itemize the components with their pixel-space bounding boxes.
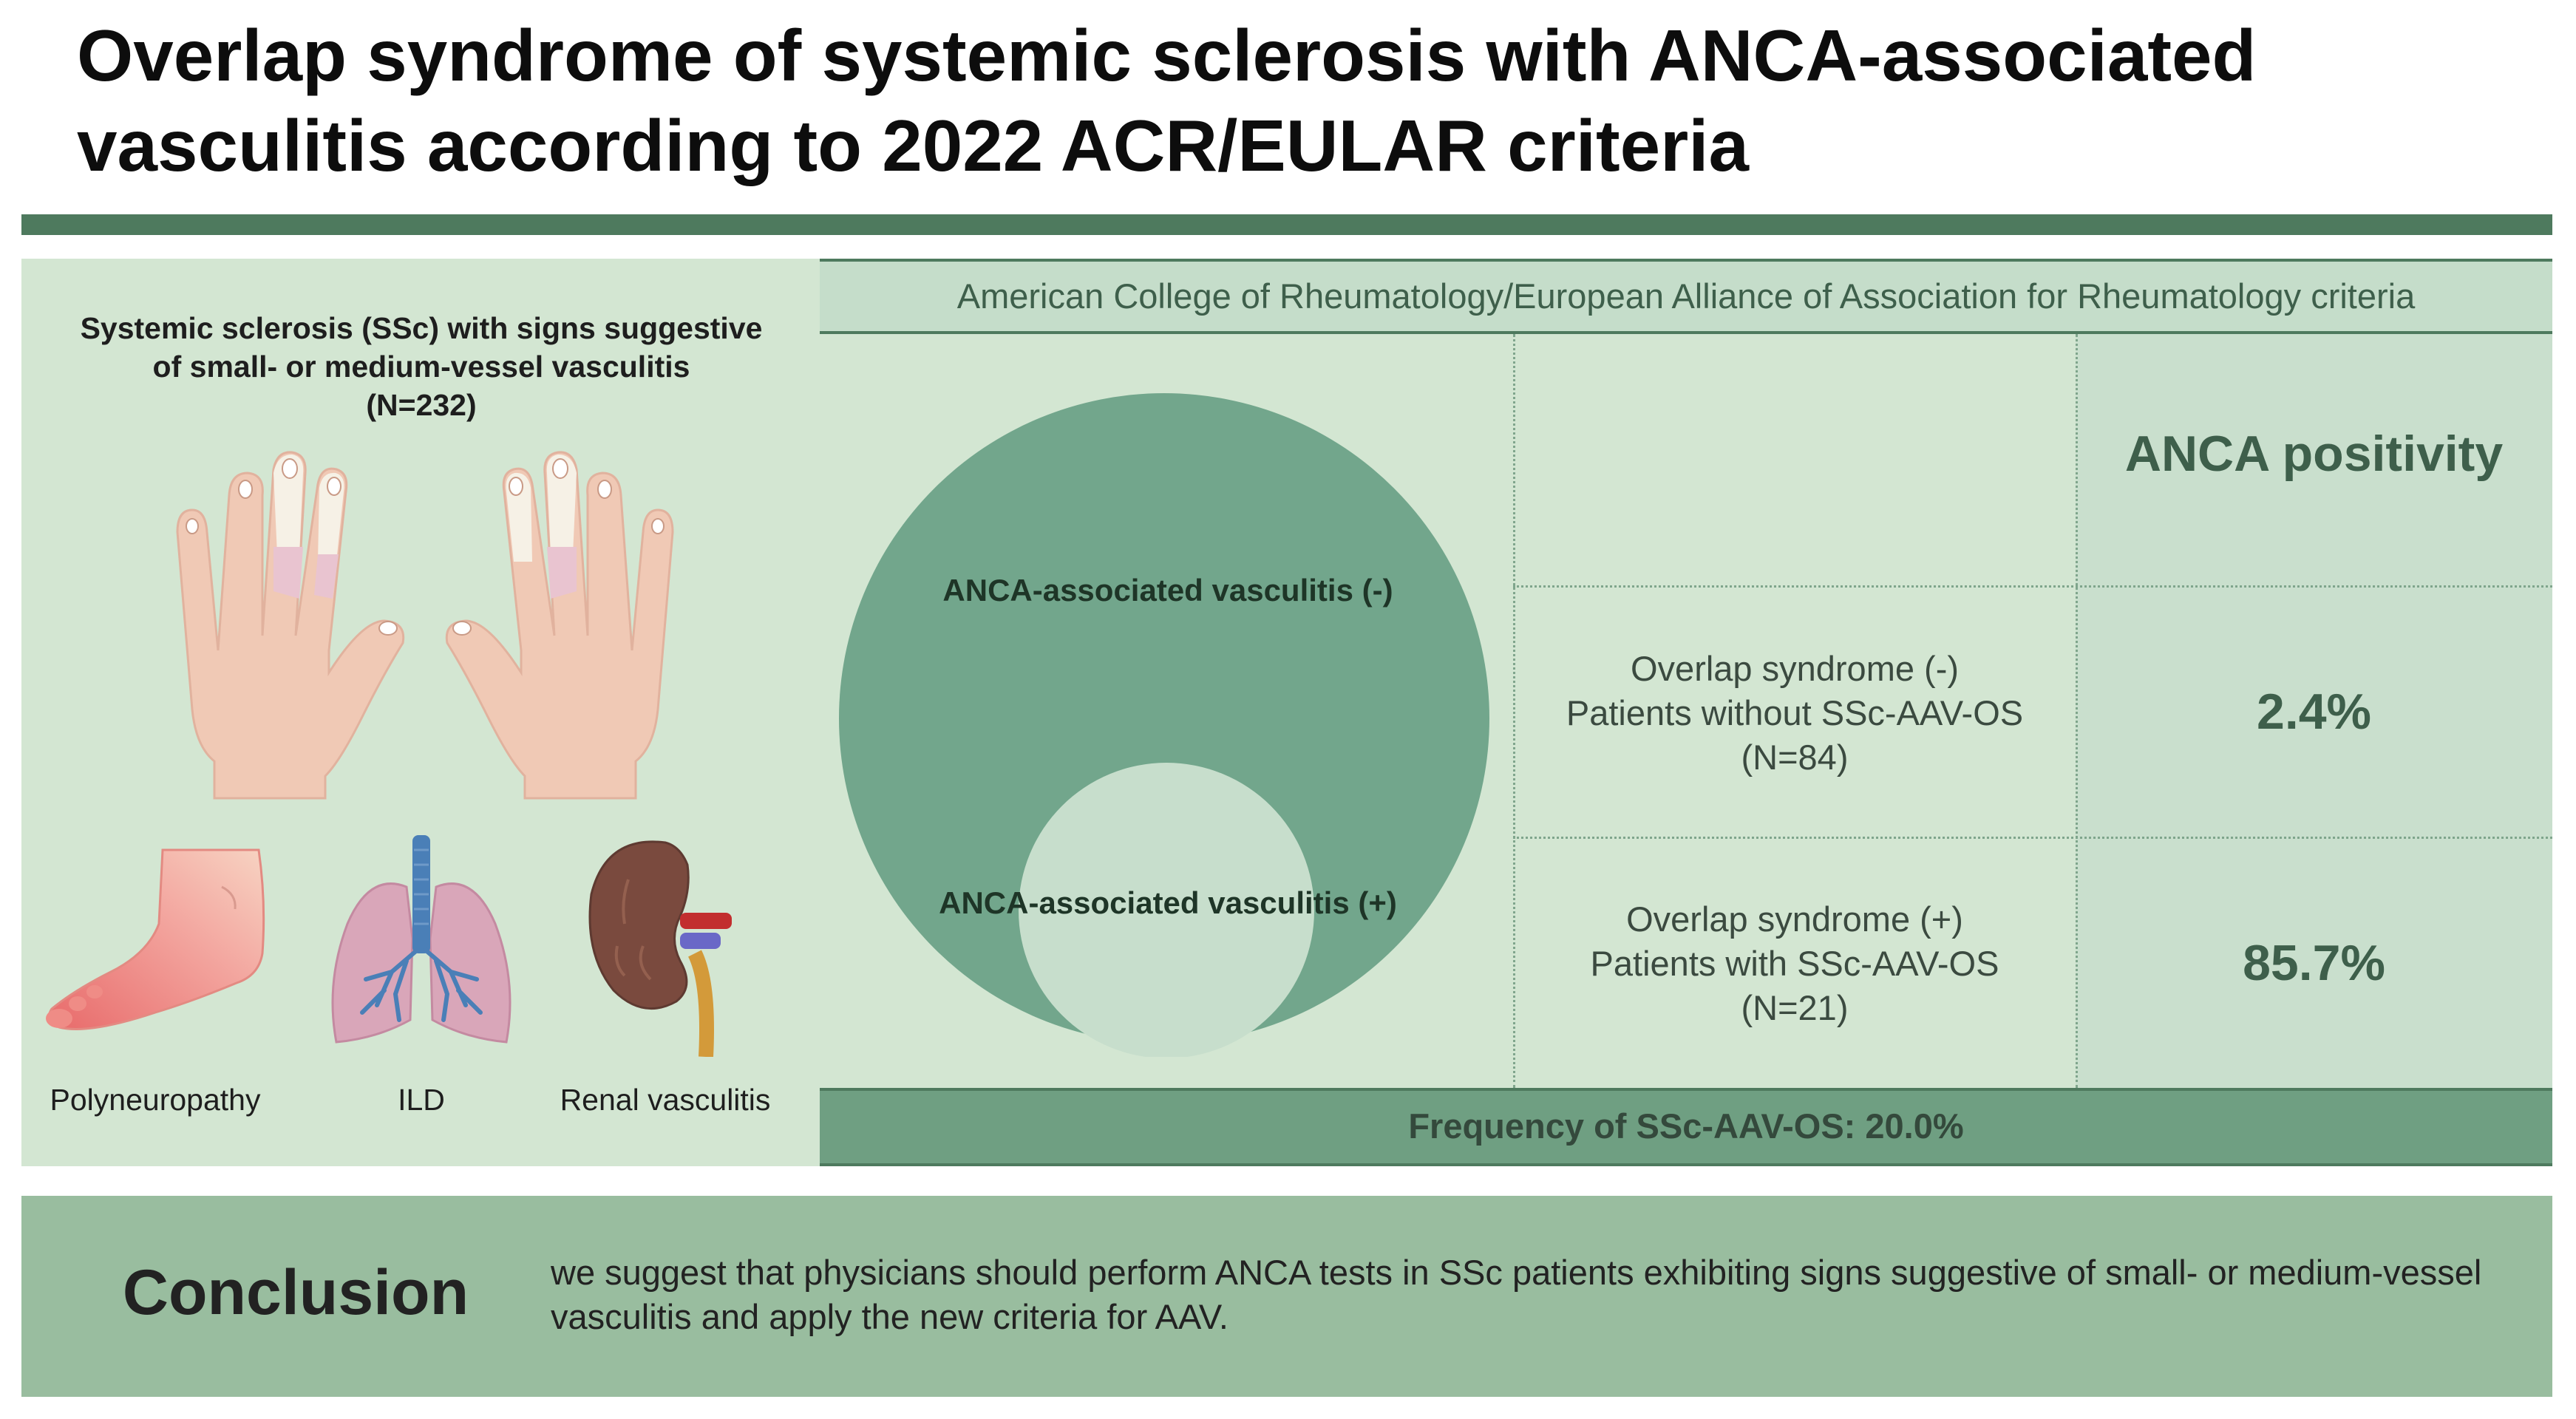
frequency-bar: Frequency of SSc-AAV-OS: 20.0% [820,1088,2552,1166]
grid-divider-horizontal-1 [1513,585,2552,588]
title-divider [21,214,2552,235]
anca-positivity-header: ANCA positivity [2124,426,2504,482]
hand-right-icon [445,451,674,800]
grid-divider-vertical-1 [1513,334,1515,1088]
cohort-heading-line1: Systemic sclerosis (SSc) with signs sugg… [80,311,763,345]
conclusion-box [21,1196,2552,1397]
os-positive-line1: Overlap syndrome (+) [1626,899,1963,939]
inner-circle-anca-positive [1019,763,1314,1057]
cohort-heading: Systemic sclerosis (SSc) with signs sugg… [52,309,791,424]
venn-diagram [839,393,1489,1057]
os-negative-line1: Overlap syndrome (-) [1631,649,1959,688]
organ-label-renal: Renal vasculitis [560,1083,771,1117]
organ-label-ild: ILD [398,1083,445,1117]
left-panel [21,259,820,1166]
foot-icon [46,848,265,1030]
os-positive-line3: (N=21) [1741,988,1849,1027]
anca-column [2076,334,2552,1088]
anca-pct-os-negative: 2.4% [2257,684,2371,740]
hand-left-icon [176,451,405,800]
lungs-icon [331,835,512,1044]
anca-pct-os-positive: 85.7% [2243,935,2385,991]
page-title: Overlap syndrome of systemic sclerosis w… [77,15,2257,186]
os-negative-line3: (N=84) [1741,738,1849,777]
kidney-icon [588,840,732,1057]
inner-circle-label: ANCA-associated vasculitis (+) [939,885,1397,920]
conclusion-title: Conclusion [122,1257,469,1328]
grid-divider-horizontal-2 [1513,837,2552,839]
grid-divider-vertical-2 [2076,334,2078,1088]
cohort-heading-line2: of small- or medium-vessel vasculitis [152,350,690,384]
outer-circle-anca-negative [839,393,1489,1044]
organ-label-polyneuropathy: Polyneuropathy [50,1083,261,1117]
os-negative-description: Overlap syndrome (-) Patients without SS… [1514,647,2076,780]
conclusion-text: we suggest that physicians should perfor… [551,1253,2482,1336]
criteria-header: American College of Rheumatology/Europea… [820,259,2552,334]
outer-circle-label: ANCA-associated vasculitis (-) [942,573,1393,608]
cohort-heading-line3: (N=232) [366,388,477,422]
os-negative-line2: Patients without SSc-AAV-OS [1566,693,2024,732]
os-positive-description: Overlap syndrome (+) Patients with SSc-A… [1514,897,2076,1030]
os-positive-line2: Patients with SSc-AAV-OS [1590,944,1999,983]
